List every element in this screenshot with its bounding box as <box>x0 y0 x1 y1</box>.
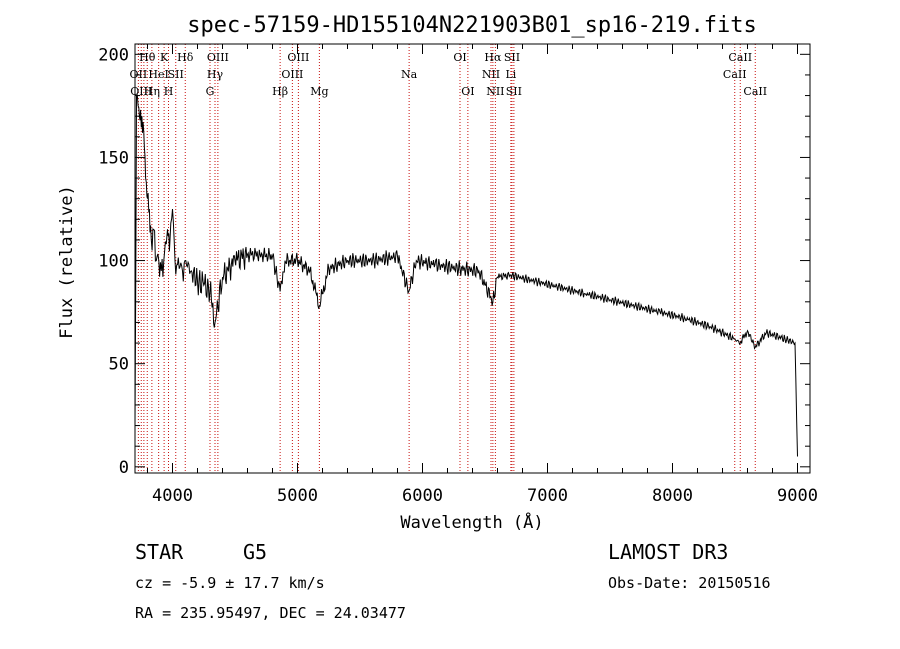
y-tick-label-0: 0 <box>119 458 129 478</box>
x-tick-label-0: 4000 <box>152 486 193 506</box>
y-tick-label-1: 50 <box>109 355 129 375</box>
chart-title: spec-57159-HD155104N221903B01_sp16-219.f… <box>187 13 757 38</box>
axis-tick-layer: 4000 5000 6000 7000 8000 9000 0 50 100 150 200 <box>98 44 818 506</box>
line-label-2: Hδ <box>177 51 194 64</box>
line-label-8: CaII <box>728 51 752 64</box>
line-label-19: Hη <box>144 85 160 98</box>
line-label-1: K <box>160 51 169 64</box>
coordinates-text: RA = 235.95497, DEC = 24.03477 <box>135 604 406 622</box>
x-tick-label-4: 8000 <box>652 486 693 506</box>
line-label-16: Li <box>505 68 516 81</box>
y-tick-label-4: 200 <box>98 45 129 65</box>
line-label-6: Hα <box>484 51 502 64</box>
x-axis-label: Wavelength (Å) <box>400 511 543 533</box>
line-label-18: OIII <box>130 85 152 98</box>
line-label-21: G <box>206 85 215 98</box>
line-label-11: SII <box>168 68 184 81</box>
x-tick-label-3: 7000 <box>527 486 568 506</box>
line-label-23: Mg <box>310 85 328 98</box>
line-label-13: OIII <box>281 68 303 81</box>
line-label-4: OIII <box>287 51 309 64</box>
line-label-26: SII <box>506 85 522 98</box>
line-label-10: HeI <box>148 68 168 81</box>
emission-line-layer <box>137 44 756 473</box>
x-tick-label-5: 9000 <box>777 486 818 506</box>
line-label-0: Hθ <box>139 51 156 64</box>
line-label-17: CaII <box>723 68 747 81</box>
object-class: STAR <box>135 540 184 564</box>
spectrum-layer <box>134 94 798 457</box>
line-label-12: Hγ <box>207 68 224 81</box>
x-tick-label-2: 6000 <box>402 486 443 506</box>
spectrum-line <box>134 94 798 457</box>
obs-date-text: Obs-Date: 20150516 <box>608 574 771 592</box>
y-tick-label-3: 150 <box>98 148 129 168</box>
line-label-15: NII <box>482 68 500 81</box>
x-tick-label-1: 5000 <box>277 486 318 506</box>
line-label-27: CaII <box>743 85 767 98</box>
line-label-25: NII <box>486 85 504 98</box>
line-label-7: SII <box>504 51 520 64</box>
y-axis-label: Flux (relative) <box>57 185 77 339</box>
line-label-3: OIII <box>207 51 229 64</box>
redshift-text: cz = -5.9 ± 17.7 km/s <box>135 574 325 592</box>
y-tick-label-2: 100 <box>98 252 129 272</box>
line-label-14: Na <box>401 68 418 81</box>
line-label-5: OI <box>453 51 466 64</box>
line-label-24: OI <box>461 85 474 98</box>
line-label-22: Hβ <box>272 85 288 98</box>
survey-name: LAMOST DR3 <box>608 540 728 564</box>
line-label-20: H <box>164 85 174 98</box>
object-subclass: G5 <box>243 540 267 564</box>
